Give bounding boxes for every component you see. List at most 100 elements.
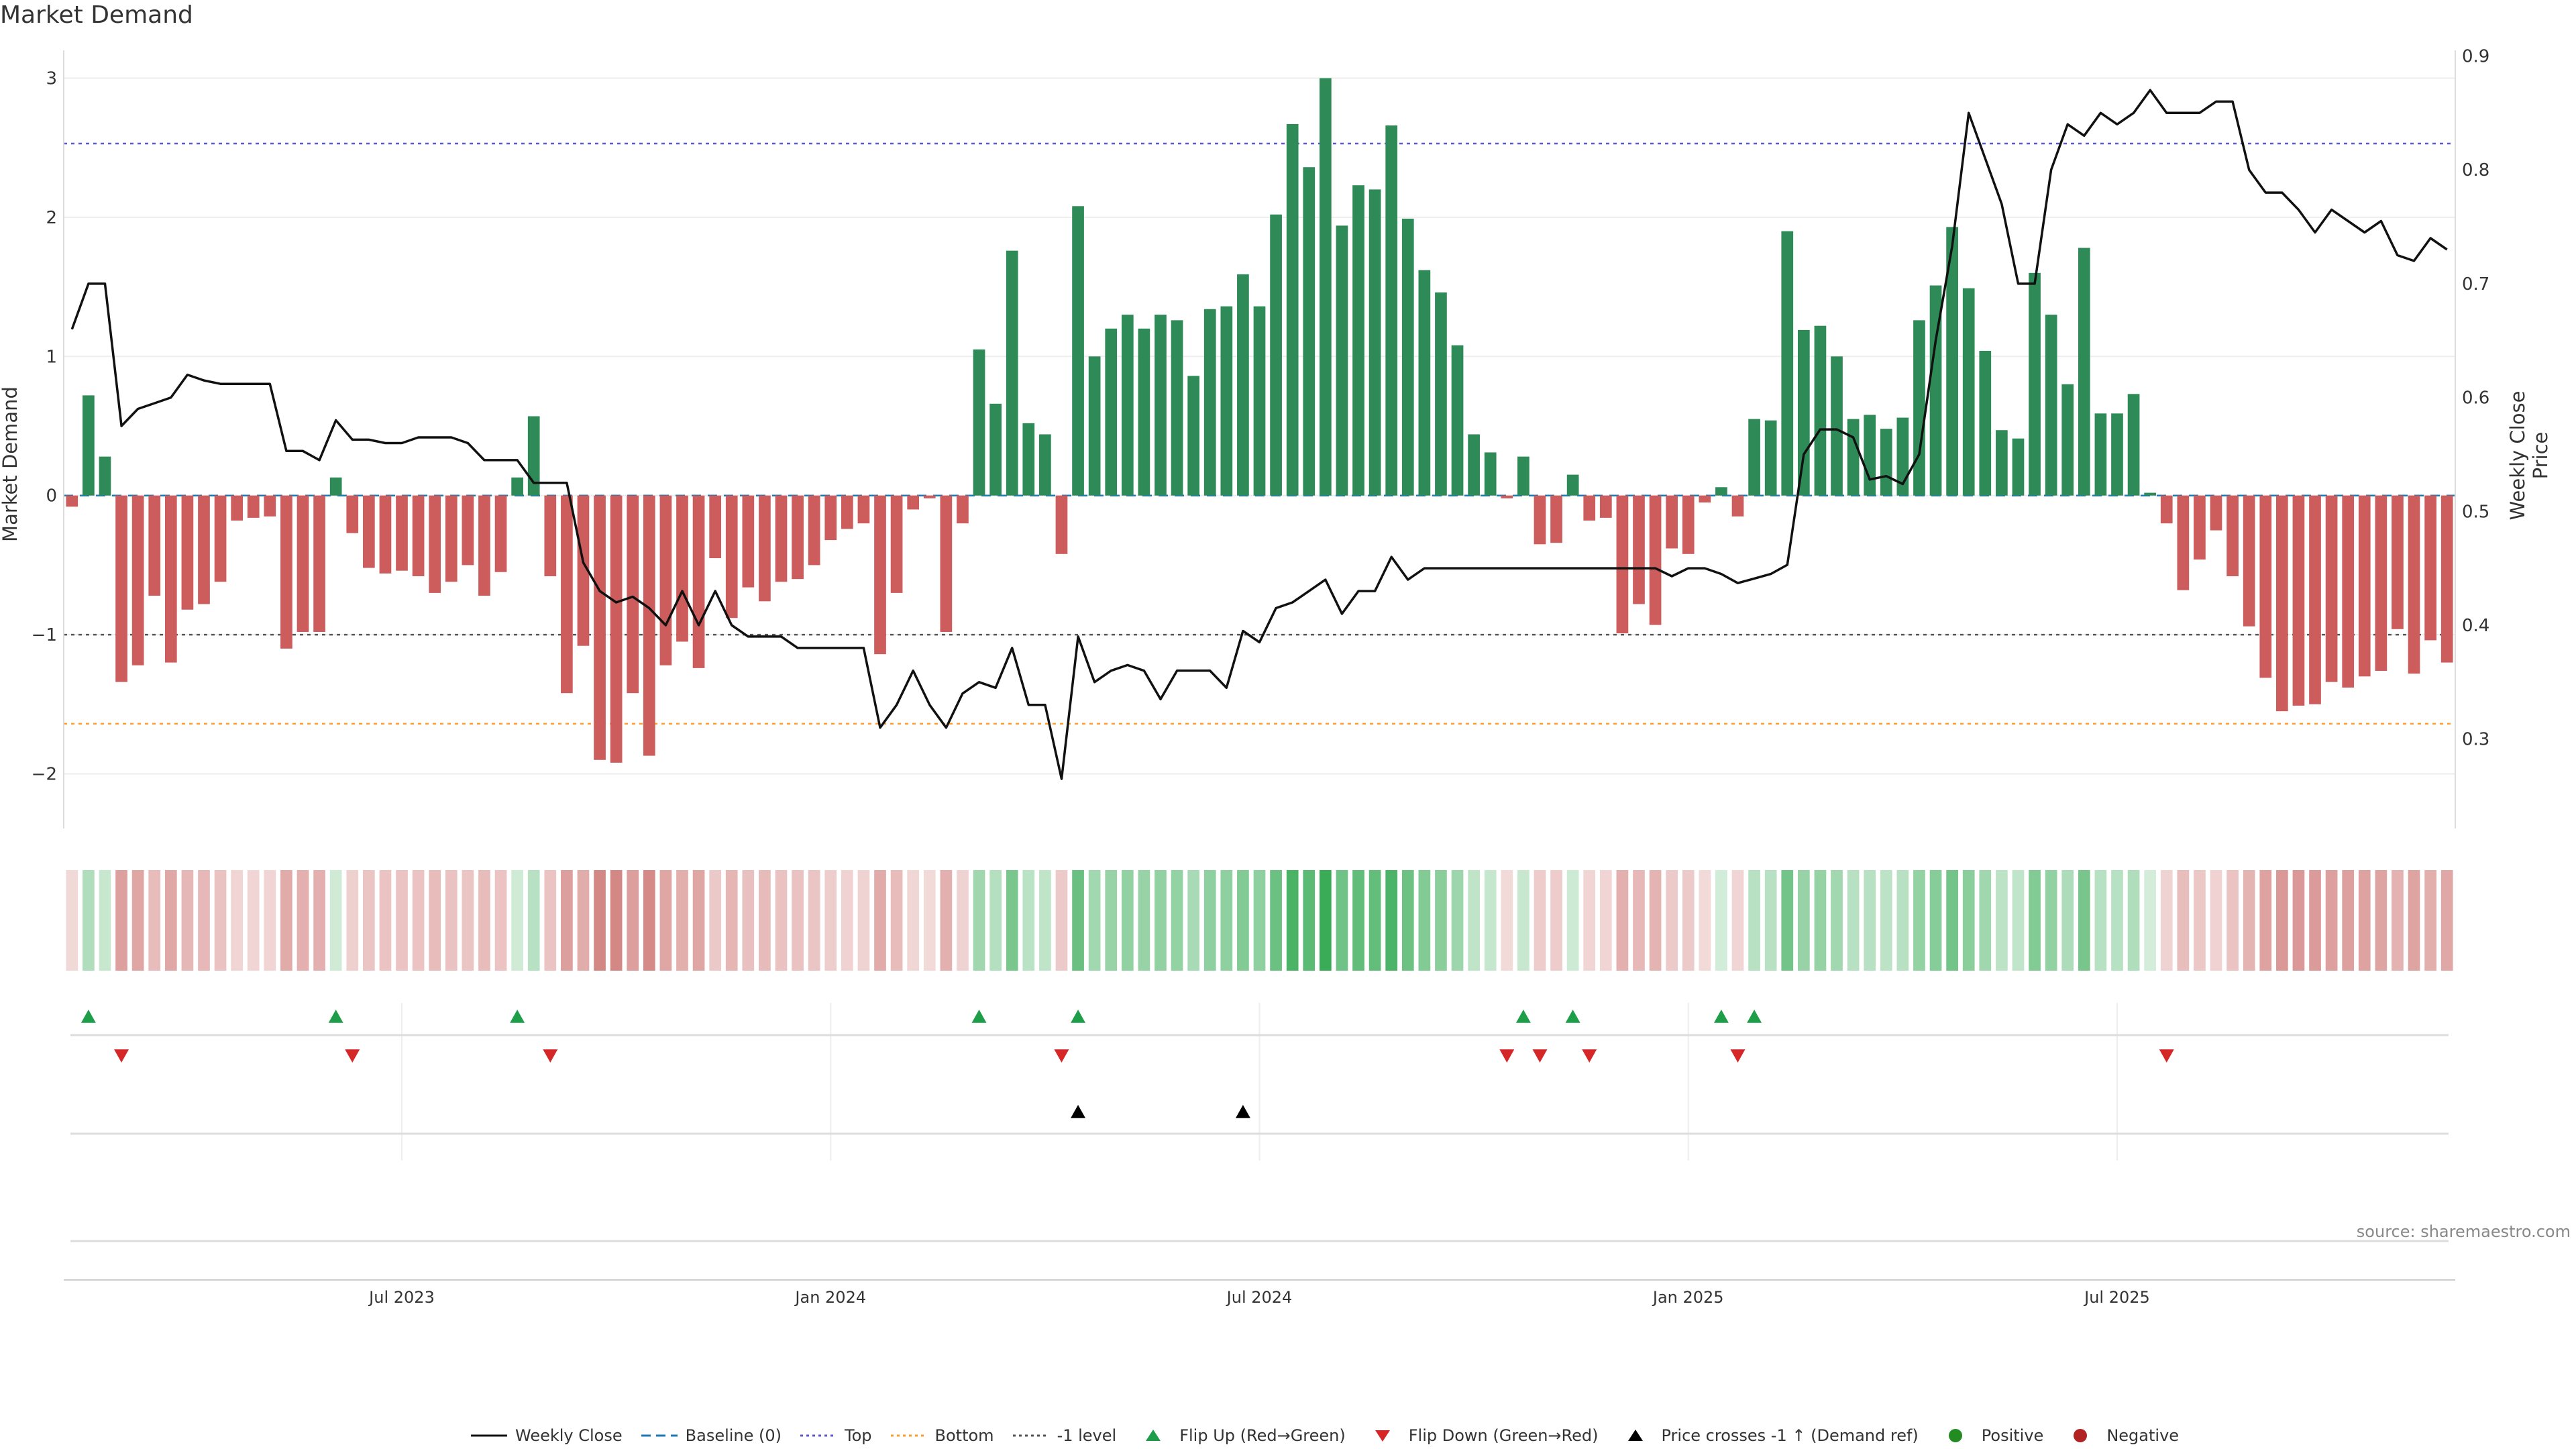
legend-label: Positive <box>1981 1426 2044 1445</box>
y-right-tick-label: 0.4 <box>2462 616 2489 636</box>
heat-cell <box>379 870 392 971</box>
axes: 3 2 1 0 −1 −2 0.9 0.8 0.7 0.6 0.5 0.4 0.3 Jul 2023 Jan… <box>32 46 2490 1307</box>
demand-bar <box>1896 417 1909 496</box>
heat-cell <box>2094 870 2107 971</box>
demand-bar <box>478 495 490 596</box>
heat-cell <box>2259 870 2272 971</box>
demand-bar <box>1022 423 1035 496</box>
heat-cell <box>1171 870 1183 971</box>
heat-cell <box>1566 870 1579 971</box>
heat-cell <box>792 870 804 971</box>
x-tick-label: Jul 2024 <box>1226 1288 1293 1307</box>
demand-bar <box>2408 495 2420 674</box>
demand-bar <box>412 495 425 576</box>
heat-cell <box>1121 870 1134 971</box>
demand-bar <box>1237 274 1249 496</box>
heat-cell <box>1864 870 1876 971</box>
demand-bar <box>2045 315 2057 496</box>
demand-bar <box>462 495 474 566</box>
legend-item: -1 level <box>1012 1426 1116 1445</box>
heat-cell <box>857 870 870 971</box>
demand-bar <box>725 495 738 619</box>
heat-cell <box>676 870 688 971</box>
demand-bar <box>83 395 95 496</box>
demand-bar <box>2226 495 2239 576</box>
heat-cell <box>1203 870 1216 971</box>
demand-bar <box>231 495 244 521</box>
heat-cell <box>1534 870 1546 971</box>
heat-cell <box>2045 870 2057 971</box>
heat-cell <box>2144 870 2157 971</box>
flip-down-marker <box>1532 1049 1548 1063</box>
heat-cell <box>1913 870 1925 971</box>
demand-bar <box>329 477 342 496</box>
heat-cell <box>940 870 953 971</box>
legend-swatch <box>800 1434 837 1437</box>
heat-cell <box>1039 870 1051 971</box>
demand-bar <box>1187 376 1200 496</box>
demand-bar <box>577 495 590 646</box>
demand-bar <box>198 495 210 604</box>
legend-swatch <box>1375 1430 1390 1442</box>
demand-bar <box>1649 495 1662 625</box>
demand-bar <box>1286 123 1299 496</box>
legend-swatch <box>1012 1434 1049 1437</box>
price-cross-marker <box>1235 1105 1250 1118</box>
heat-cell <box>1286 870 1299 971</box>
heat-cell <box>1319 870 1332 971</box>
heat-cell <box>478 870 490 971</box>
demand-bar <box>1748 419 1760 496</box>
demand-bar <box>181 495 194 610</box>
heat-cell <box>231 870 244 971</box>
demand-bar <box>1171 320 1183 496</box>
demand-bar <box>1517 456 1529 496</box>
heat-cell <box>1401 870 1414 971</box>
heat-cell <box>2210 870 2222 971</box>
demand-bar <box>1203 309 1216 496</box>
demand-bar <box>148 495 161 596</box>
legend-label: Price crosses -1 ↑ (Demand ref) <box>1661 1426 1919 1445</box>
heat-cell <box>1764 870 1777 971</box>
heat-cell <box>1220 870 1233 971</box>
heat-cell <box>1105 870 1118 971</box>
heat-cell <box>1996 870 2008 971</box>
demand-bar <box>643 495 655 756</box>
demand-bar <box>1831 356 1843 496</box>
demand-bar <box>66 495 78 507</box>
demand-bar <box>676 495 688 642</box>
flip-up-marker <box>1071 1010 1086 1023</box>
heat-cell <box>1418 870 1431 971</box>
heat-cell <box>1962 870 1975 971</box>
demand-bar <box>659 495 672 665</box>
heat-cell <box>2408 870 2420 971</box>
heat-cell <box>1006 870 1018 971</box>
legend-item: Flip Down (Green→Red) <box>1363 1426 1599 1445</box>
demand-bar <box>2144 492 2157 496</box>
demand-bar <box>742 495 755 588</box>
demand-bar <box>429 495 441 593</box>
legend-label: Flip Up (Red→Green) <box>1179 1426 1346 1445</box>
heat-cell <box>1468 870 1480 971</box>
demand-bar <box>1303 167 1316 496</box>
demand-bar <box>2194 495 2206 560</box>
source-note: source: sharemaestro.com <box>2356 1222 2571 1241</box>
y-left-tick-label: −1 <box>32 625 57 645</box>
demand-bar <box>2243 495 2255 627</box>
demand-bar <box>2392 495 2404 629</box>
heat-cell <box>1517 870 1529 971</box>
flip-down-marker <box>114 1049 129 1063</box>
heat-cell <box>297 870 309 971</box>
legend-item: Flip Up (Red→Green) <box>1134 1426 1346 1445</box>
heat-cell <box>83 870 95 971</box>
heat-cell <box>2440 870 2453 971</box>
demand-bar <box>1138 328 1150 496</box>
demand-bar <box>1633 495 1645 604</box>
legend-item: Bottom <box>890 1426 994 1445</box>
heat-cell <box>923 870 936 971</box>
heat-cell <box>2375 870 2387 971</box>
demand-bar <box>1616 495 1629 634</box>
demand-bar <box>1352 185 1364 496</box>
heat-cell <box>2078 870 2090 971</box>
demand-bar <box>709 495 722 559</box>
